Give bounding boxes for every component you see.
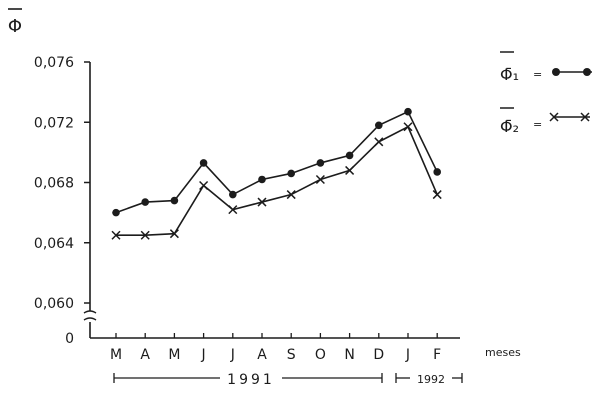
data-point <box>111 230 121 240</box>
data-point <box>316 159 325 167</box>
y-tick-label: 0,064 <box>34 236 74 252</box>
series-1 <box>112 107 442 217</box>
legend: Φ̄₁ = Φ̄₂ = <box>500 51 592 136</box>
series-2 <box>111 122 442 240</box>
x-tick-label: D <box>373 347 384 363</box>
data-point <box>141 198 149 206</box>
x-tick-label: N <box>344 347 354 363</box>
data-point <box>258 175 266 184</box>
series-line <box>116 125 438 237</box>
axis-break <box>83 310 97 321</box>
data-point <box>228 205 238 215</box>
data-point <box>374 137 384 147</box>
x-axis-title: meses <box>485 346 521 359</box>
x-tick-label: F <box>433 347 441 363</box>
x-tick-label: O <box>315 347 326 363</box>
year-bracket-1992: 1992 <box>395 373 463 386</box>
legend-label-2: Φ̄₂ <box>500 117 519 136</box>
x-tick-label: A <box>257 347 267 363</box>
legend-entry-1: Φ̄₁ = <box>500 51 592 84</box>
x-tick-label: M <box>168 347 180 363</box>
x-tick-label: M <box>110 347 122 363</box>
data-point <box>433 168 442 176</box>
legend-label-1: Φ̄₁ <box>500 65 519 84</box>
data-point <box>375 121 383 130</box>
data-point <box>345 151 354 160</box>
data-point <box>140 230 150 240</box>
data-point <box>112 208 120 217</box>
data-point <box>169 229 179 239</box>
y-tick-label: 0,068 <box>34 176 74 192</box>
legend-marker-circle <box>583 68 591 76</box>
data-point <box>170 196 179 205</box>
data-point <box>287 169 296 178</box>
data-point <box>345 165 355 175</box>
data-point <box>229 190 237 199</box>
y-axis-title: Φ <box>8 16 22 37</box>
y-tick-label: 0,060 <box>34 296 74 312</box>
svg-text:=: = <box>533 118 542 131</box>
x-tick-label: J <box>230 347 235 363</box>
data-point <box>199 159 208 167</box>
x-tick-label: A <box>140 347 150 363</box>
y-tick-label: 0,076 <box>34 55 74 71</box>
data-point <box>403 122 413 132</box>
year-label-1992: 1992 <box>417 373 445 386</box>
data-point <box>315 174 325 185</box>
data-point <box>199 180 209 191</box>
x-tick-label: J <box>405 347 410 363</box>
legend-marker-x <box>549 112 559 122</box>
y-tick-label-origin: 0 <box>65 331 74 347</box>
legend-marker-x <box>580 112 590 122</box>
data-point <box>286 190 296 200</box>
series-line <box>115 110 438 214</box>
year-bracket-1991: 1991 <box>113 372 383 388</box>
legend-entry-2: Φ̄₂ = <box>500 107 590 136</box>
x-tick-label: S <box>287 347 296 363</box>
x-tick-label: J <box>201 347 206 363</box>
svg-text:=: = <box>533 68 542 81</box>
data-point <box>257 197 267 207</box>
y-tick-label: 0,072 <box>34 115 74 131</box>
series-layer <box>111 107 442 240</box>
year-label-1991: 1991 <box>227 372 275 388</box>
y-ticks: 0,076 0,072 0,068 0,064 0,060 <box>34 55 90 312</box>
legend-marker-circle <box>552 68 560 76</box>
data-point <box>404 107 412 116</box>
data-point <box>432 190 442 200</box>
